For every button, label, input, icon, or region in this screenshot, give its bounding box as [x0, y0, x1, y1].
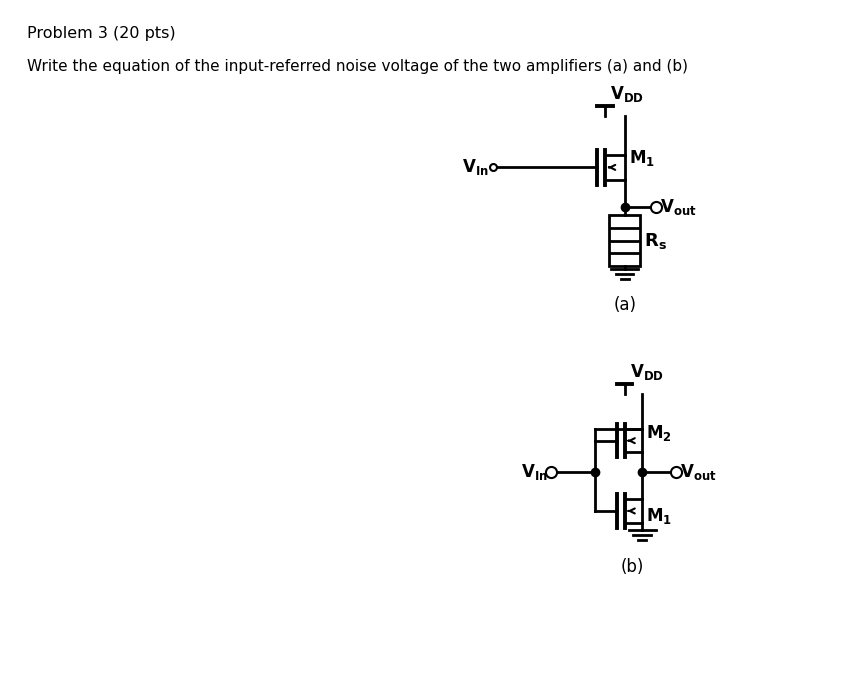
Text: $\mathbf{M_1}$: $\mathbf{M_1}$ [628, 147, 655, 167]
Text: $\mathbf{M_2}$: $\mathbf{M_2}$ [646, 423, 672, 443]
Text: $\mathbf{R_s}$: $\mathbf{R_s}$ [644, 230, 667, 251]
Text: $\mathbf{V_{DD}}$: $\mathbf{V_{DD}}$ [610, 84, 644, 104]
Text: (a): (a) [613, 296, 636, 314]
Text: $\mathbf{V_{In}}$: $\mathbf{V_{In}}$ [462, 157, 489, 177]
Text: Write the equation of the input-referred noise voltage of the two amplifiers (a): Write the equation of the input-referred… [27, 59, 688, 74]
Text: $\mathbf{V_{out}}$: $\mathbf{V_{out}}$ [660, 197, 697, 217]
Text: $\mathbf{V_{In}}$: $\mathbf{V_{In}}$ [521, 462, 548, 482]
Bar [609, 215, 640, 266]
Text: $\mathbf{M_1}$: $\mathbf{M_1}$ [646, 506, 672, 526]
Text: $\mathbf{V_{DD}}$: $\mathbf{V_{DD}}$ [630, 362, 663, 382]
Text: $\mathbf{V_{out}}$: $\mathbf{V_{out}}$ [680, 462, 716, 482]
Text: Problem 3 (20 pts): Problem 3 (20 pts) [27, 26, 176, 41]
Text: (b): (b) [620, 558, 644, 576]
